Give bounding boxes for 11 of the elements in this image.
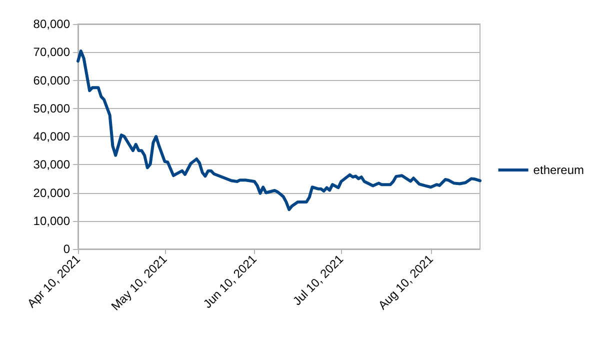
y-tick-label: 80,000 [33,17,70,31]
y-tick-label: 20,000 [33,186,70,200]
y-tick-label: 60,000 [33,73,70,88]
y-tick-label: 30,000 [33,158,70,172]
y-tick-label: 40,000 [33,130,70,144]
line-series [76,50,482,212]
legend-label: ethereum [533,163,584,177]
y-tick-label: 10,000 [33,214,70,228]
y-tick-label: 70,000 [33,45,70,60]
y-tick-label: 50,000 [33,101,70,116]
y-tick-label: 0 [63,242,70,256]
